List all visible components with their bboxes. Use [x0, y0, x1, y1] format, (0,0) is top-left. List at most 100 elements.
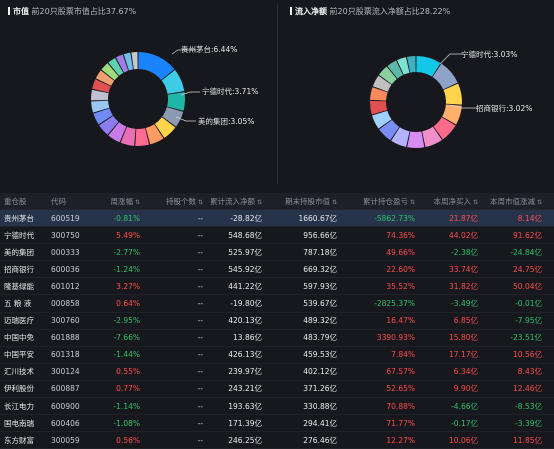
table-cell: 11.85亿 — [513, 435, 542, 445]
donut-segment[interactable] — [370, 87, 388, 101]
donut-segment[interactable] — [378, 66, 397, 85]
table-cell: 669.32亿 — [303, 264, 337, 274]
table-row[interactable]: 贵州茅台 600519 -0.81% -- -28.82亿 1660.67亿 -5862.7… — [0, 210, 554, 228]
table-cell: 9.90亿 — [453, 384, 478, 394]
table-cell: 宁德时代 — [4, 230, 34, 240]
table-cell: 402.12亿 — [303, 367, 337, 377]
header-stock[interactable]: 重仓股 — [4, 196, 27, 206]
donut-segment[interactable] — [443, 83, 462, 105]
donut-segment[interactable] — [391, 127, 410, 147]
donut-segment[interactable] — [407, 56, 416, 73]
table-cell: 7.84% — [391, 350, 415, 360]
table-cell: 525.97亿 — [228, 247, 262, 257]
table-cell: 6.34亿 — [453, 367, 478, 377]
table-cell: 171.39亿 — [228, 418, 262, 428]
table-row[interactable]: 美的集团 000333 -2.77% -- 525.97亿 787.18亿 49.66% -2… — [0, 244, 554, 262]
header-value-change[interactable]: 本周市值涨减 ⇅ — [489, 196, 542, 206]
table-cell: -1.14% — [113, 401, 140, 411]
table-cell: 459.53亿 — [303, 350, 337, 360]
donut-segment[interactable] — [433, 117, 456, 140]
table-row[interactable]: 宁德时代 300750 5.49% -- 548.68亿 956.66亿 74.36% 44.… — [0, 227, 554, 245]
donut-segment[interactable] — [162, 107, 184, 127]
table-row[interactable]: 汇川技术 300124 0.55% -- 239.97亿 402.12亿 67.57% 6.3… — [0, 364, 554, 381]
table-row[interactable]: 迈瑞医疗 300760 -2.95% -- 420.13亿 489.32亿 16.47% 6.… — [0, 313, 554, 330]
donut-segment[interactable] — [432, 63, 458, 90]
table-cell: 193.63亿 — [228, 401, 262, 411]
table-row[interactable]: 中国中免 601888 -7.66% -- 13.86亿 483.79亿 3390.93% 1… — [0, 330, 554, 347]
header-holders[interactable]: 持股个数 ⇅ — [165, 196, 203, 206]
table-cell: 31.82亿 — [449, 281, 478, 291]
donut-segment[interactable] — [161, 70, 185, 94]
donut-segment[interactable] — [92, 79, 111, 93]
table-cell: 五 粮 液 — [4, 299, 32, 309]
header-cum-inflow[interactable]: 累计流入净额 ⇅ — [209, 196, 262, 206]
donut-segment[interactable] — [131, 52, 138, 70]
table-cell: -- — [197, 299, 203, 309]
table-row[interactable]: 五 粮 液 000858 0.64% -- -19.80亿 539.67亿 -2825.37… — [0, 295, 554, 313]
donut-segment[interactable] — [422, 126, 442, 148]
donut-segment[interactable] — [387, 60, 404, 79]
header-code[interactable]: 代码 — [51, 196, 66, 206]
table-row[interactable]: 东方财富 300059 0.56% -- 246.25亿 276.46亿 12.27% 10.… — [0, 432, 554, 449]
sort-icon: ⇅ — [134, 198, 140, 206]
table-row[interactable]: 隆基绿能 601012 3.27% -- 441.22亿 597.93亿 35.52% 31.… — [0, 278, 554, 296]
table-row[interactable]: 中国平安 601318 -1.44% -- 426.13亿 459.53亿 7.84% 17.… — [0, 347, 554, 364]
table-cell: 长江电力 — [4, 401, 34, 411]
table-row[interactable]: 伊利股份 600887 0.77% -- 243.21亿 371.26亿 52.65% 9.9… — [0, 381, 554, 399]
table-cell: -0.01亿 — [515, 299, 542, 309]
market-value-donut[interactable]: 贵州茅台:6.44% 宁德时代:3.71% 美的集团:3.05% — [0, 0, 277, 190]
table-cell: 600036 — [51, 264, 80, 274]
donut-segment[interactable] — [123, 52, 134, 71]
table-row[interactable]: 长江电力 600900 -1.14% -- 193.63亿 330.88亿 70.88% -4… — [0, 398, 554, 416]
donut-segment[interactable] — [101, 63, 119, 81]
donut-segment[interactable] — [138, 52, 175, 80]
donut-segment[interactable] — [154, 117, 176, 138]
donut-segment[interactable] — [90, 89, 109, 101]
donut-segment[interactable] — [91, 100, 110, 113]
table-cell: 6.85亿 — [453, 316, 478, 326]
table-cell: -4.66亿 — [451, 401, 478, 411]
table-cell: -- — [197, 384, 203, 394]
donut-segment[interactable] — [145, 124, 164, 145]
donut-segment[interactable] — [135, 128, 150, 146]
table-cell: -- — [197, 316, 203, 326]
table-cell: 中国中免 — [4, 333, 34, 343]
sort-icon: ⇅ — [409, 198, 415, 206]
header-net-buy[interactable]: 本周净买入 ⇅ — [433, 196, 478, 206]
table-cell: -2.77% — [113, 247, 140, 257]
panel-title: 市值 前20只股票市值占比37.67% — [8, 6, 136, 17]
donut-segment[interactable] — [397, 57, 410, 75]
donut-segment[interactable] — [416, 56, 441, 77]
donut-segment[interactable] — [120, 126, 136, 146]
table-cell: 33.74亿 — [449, 264, 478, 274]
donut-segment[interactable] — [93, 108, 113, 125]
table-cell: 601012 — [51, 281, 80, 291]
donut-label: 宁德时代:3.71% — [202, 86, 258, 96]
net-inflow-donut[interactable]: 宁德时代:3.03% 招商银行:3.02% — [282, 0, 554, 190]
table-cell: 000858 — [51, 299, 80, 309]
table-cell: 国电南瑞 — [4, 418, 34, 428]
table-cell: -23.51亿 — [510, 333, 542, 343]
donut-segment[interactable] — [372, 110, 392, 129]
donut-segment[interactable] — [370, 100, 388, 115]
donut-segment[interactable] — [115, 54, 129, 73]
donut-segment[interactable] — [407, 131, 425, 149]
table-cell: 600406 — [51, 418, 80, 428]
table-cell: 5.49% — [116, 230, 140, 240]
donut-segment[interactable] — [99, 115, 119, 135]
header-end-value[interactable]: 期末持股市值 ⇅ — [284, 196, 337, 206]
donut-segment[interactable] — [167, 92, 185, 111]
table-row[interactable]: 招商银行 600036 -1.24% -- 545.92亿 669.32亿 22.60% 33… — [0, 261, 554, 279]
donut-segment[interactable] — [372, 75, 392, 92]
donut-segment[interactable] — [95, 70, 115, 86]
table-cell: 000333 — [51, 247, 80, 257]
header-cum-pnl[interactable]: 累计持仓盈亏 ⇅ — [362, 196, 415, 206]
donut-segment[interactable] — [108, 122, 127, 143]
table-cell: 601318 — [51, 350, 80, 360]
donut-segment[interactable] — [379, 119, 400, 141]
table-row[interactable]: 国电南瑞 600406 -1.08% -- 171.39亿 294.41亿 71.77% -0… — [0, 415, 554, 433]
table-cell: 787.18亿 — [303, 247, 337, 257]
donut-segment[interactable] — [442, 104, 462, 125]
header-weekly-change[interactable]: 周涨幅 ⇅ — [110, 196, 140, 206]
donut-segment[interactable] — [108, 58, 124, 76]
